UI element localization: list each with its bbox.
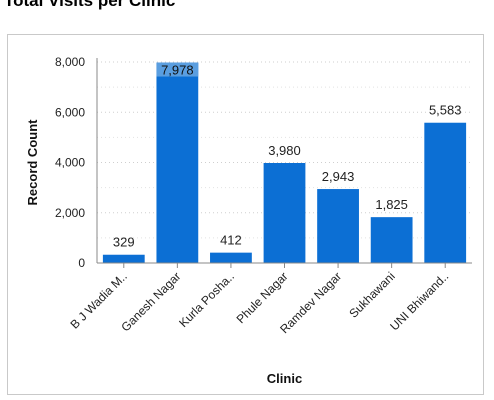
- y-tick-label: 2,000: [55, 206, 85, 220]
- y-axis-title: Record Count: [25, 119, 40, 206]
- x-tick-label: Sukhawani: [346, 269, 397, 320]
- x-axis-title: Clinic: [267, 371, 302, 386]
- y-tick-label: 4,000: [55, 156, 85, 170]
- bar: [317, 189, 359, 263]
- chart-panel: [7, 34, 484, 395]
- x-tick-label: Phule Nagar: [234, 269, 291, 326]
- y-tick-label: 8,000: [55, 55, 85, 69]
- bar-value-label: 412: [220, 233, 242, 248]
- y-tick-label: 6,000: [55, 105, 85, 119]
- bar-value-label: 329: [113, 235, 135, 250]
- bar-value-label: 7,978: [161, 63, 194, 78]
- bar: [156, 62, 199, 263]
- y-tick-label: 0: [78, 256, 85, 270]
- bar: [424, 122, 467, 263]
- bar: [370, 217, 413, 263]
- bar-value-label: 3,980: [268, 143, 301, 158]
- bar: [102, 254, 145, 263]
- bar: [210, 252, 252, 263]
- bar-value-label: 5,583: [429, 103, 462, 118]
- bar-label-highlight: [156, 62, 199, 77]
- chart-title: Total Visits per Clinic: [4, 0, 176, 10]
- bar-value-label: 1,825: [375, 197, 408, 212]
- x-tick-label: Kurla Posha..: [176, 269, 237, 330]
- bar: [263, 163, 306, 263]
- bar-value-label: 2,943: [322, 169, 355, 184]
